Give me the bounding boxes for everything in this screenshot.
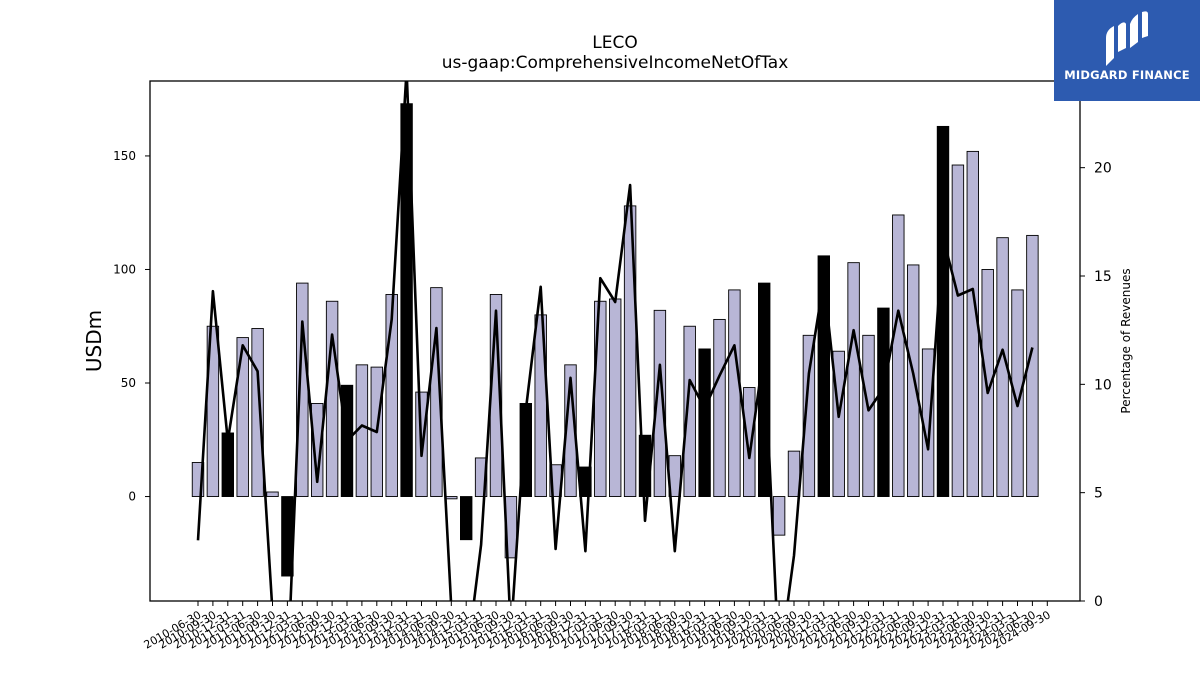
y2-axis-ticks: 0 5 10 15 20	[1080, 161, 1112, 610]
quarter-bar	[311, 403, 324, 498]
x-axis-ticks: 2010-06-302010-09-302010-12-312011-03-31…	[142, 601, 1053, 652]
midgard-finance-logo: MIDGARD FINANCE	[1054, 0, 1200, 101]
y2-tick-label: 20	[1094, 161, 1112, 177]
y-tick-label: 0	[128, 490, 136, 504]
annual-bar	[460, 496, 473, 541]
quarter-bar	[743, 387, 756, 497]
percentage-line	[196, 81, 1034, 601]
annual-bar	[877, 307, 890, 497]
midgard-logo-icon	[1106, 11, 1148, 66]
quarter-bar	[713, 318, 726, 497]
quarter-bar	[609, 298, 622, 497]
quarter-bar	[847, 262, 860, 498]
quarter-bar	[385, 294, 398, 498]
quarter-bar	[445, 496, 458, 500]
y-tick-label: 150	[113, 149, 136, 163]
quarter-bar	[787, 450, 801, 497]
y-tick-label: 100	[113, 262, 136, 276]
quarter-bar	[981, 269, 994, 497]
y-tick-label: 50	[121, 376, 136, 390]
quarter-bar	[832, 350, 845, 498]
quarter-bar	[862, 334, 875, 497]
logo-text: MIDGARD FINANCE	[1064, 68, 1190, 82]
quarter-bar	[951, 164, 965, 498]
chart-title: LECO	[592, 33, 637, 53]
quarter-bar	[266, 491, 279, 497]
y2-axis-label: Percentage of Revenues	[1119, 268, 1133, 413]
quarter-bar	[907, 264, 920, 497]
quarter-bar	[892, 214, 905, 497]
quarter-bar	[251, 328, 264, 497]
annual-bar	[221, 432, 235, 498]
annual-bar	[758, 282, 771, 498]
quarter-bar	[206, 325, 220, 497]
y-axis-ticks: 0 50 100 150	[113, 149, 150, 504]
quarter-bar	[474, 457, 488, 497]
quarter-bar	[653, 309, 667, 497]
quarter-bar	[325, 300, 339, 497]
y-axis-label: USDm	[82, 310, 106, 372]
y2-tick-label: 10	[1094, 377, 1112, 393]
quarter-bar	[191, 462, 205, 497]
percentage-line-series	[196, 81, 1034, 601]
quarter-bar	[1011, 289, 1024, 498]
y2-tick-label: 15	[1094, 269, 1112, 285]
quarter-bar	[728, 289, 741, 498]
quarter-bar	[430, 287, 443, 498]
quarter-bar	[802, 334, 816, 497]
y2-tick-label: 5	[1094, 486, 1103, 502]
quarter-bar	[236, 337, 249, 497]
quarter-bar	[683, 325, 696, 497]
quarter-bar	[772, 496, 786, 536]
chart-subtitle: us-gaap:ComprehensiveIncomeNetOfTax	[442, 53, 789, 73]
bar-series	[191, 103, 1039, 577]
y2-tick-label: 0	[1094, 594, 1103, 610]
annual-bar	[698, 348, 711, 498]
annual-bar	[817, 255, 830, 498]
